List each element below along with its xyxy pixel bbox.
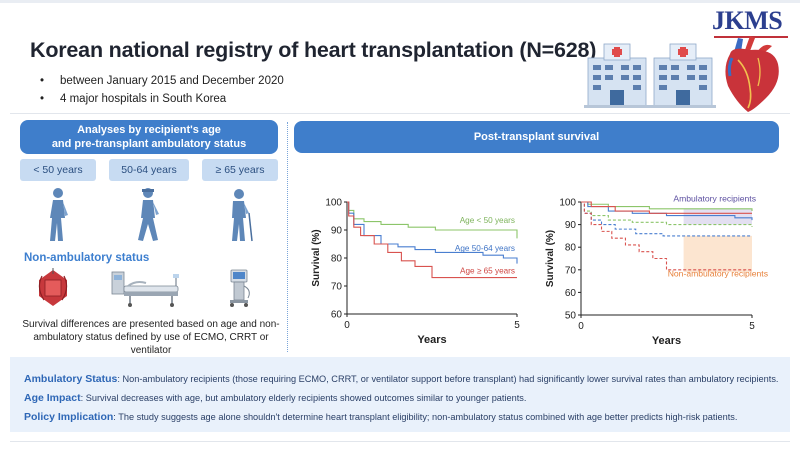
- series-label: Age 50-64 years: [455, 244, 515, 253]
- y-tick-label: 70: [565, 265, 577, 276]
- age-group-50-64: 50-64 years: [109, 159, 189, 181]
- study-bullets: between January 2015 and December 2020 4…: [40, 72, 284, 108]
- y-axis-label: Survival (%): [545, 230, 556, 287]
- x-tick-label: 0: [578, 321, 584, 332]
- chart2-series: [581, 201, 753, 271]
- survival-line: [581, 201, 752, 271]
- left-caption: Survival differences are presented based…: [22, 319, 280, 356]
- panel-divider: [287, 122, 288, 352]
- hospitals-heart-illustration: [584, 36, 779, 112]
- survival-by-age-chart: 60 70 80 90 100 0 5 Years Survival (%) Age < 50 …: [311, 198, 520, 347]
- x-tick-label: 0: [344, 320, 350, 331]
- y-tick-label: 100: [559, 198, 576, 209]
- analysis-header-line1: Analyses by recipient's age: [77, 124, 221, 136]
- non-ambulatory-title: Non-ambulatory status: [24, 252, 150, 264]
- bullet-period: between January 2015 and December 2020: [40, 72, 284, 90]
- person-walking-icon: [50, 188, 68, 241]
- bullet-hospitals: 4 major hospitals in South Korea: [40, 90, 284, 108]
- analysis-header-line2: and pre-transplant ambulatory status: [51, 138, 247, 150]
- y-tick-label: 80: [331, 254, 343, 265]
- ecmo-device-icon: [38, 268, 68, 306]
- y-tick-label: 70: [331, 282, 343, 293]
- series-label: Age < 50 years: [460, 216, 515, 225]
- chart1-labels: Age < 50 years Age 50-64 years Age ≥ 65 ye…: [455, 216, 515, 275]
- elderly-walking-icon: [232, 189, 253, 242]
- y-tick-label: 90: [565, 220, 577, 231]
- survival-line: [581, 201, 752, 214]
- summary-label: Age Impact: [24, 392, 81, 404]
- chart2-axes: 50 60 70 80 90 100 0 5 Years Survival (%): [545, 198, 755, 348]
- age-group-65-plus: ≥ 65 years: [202, 159, 278, 181]
- summary-label: Policy Implication: [24, 411, 114, 423]
- hospital-bed-icon: [111, 271, 179, 307]
- x-tick-label: 5: [514, 320, 520, 331]
- survival-by-ambulatory-chart: 50 60 70 80 90 100 0 5 Years Survival (%) Ambulat…: [545, 193, 768, 348]
- y-tick-label: 50: [565, 311, 577, 322]
- survival-line: [581, 201, 753, 227]
- top-rule: [0, 0, 800, 3]
- hospital-icon: [584, 43, 650, 108]
- summary-label: Ambulatory Status: [24, 373, 118, 385]
- chart2-ci-bands: [683, 208, 752, 273]
- logo-text: JKMS: [712, 6, 783, 35]
- y-tick-label: 90: [331, 226, 343, 237]
- chart1-axes: 60 70 80 90 100 0 5 Years Survival (%): [311, 198, 520, 347]
- summary-text: : Non-ambulatory recipients (those requi…: [117, 374, 779, 384]
- ventilator-icon: [230, 269, 250, 307]
- x-axis-label: Years: [652, 335, 681, 347]
- non-ambulatory-annotation: Non-ambulatory recipients: [668, 269, 768, 279]
- chart1-series: [347, 201, 518, 279]
- summary-panel: Ambulatory Status: Non-ambulatory recipi…: [10, 357, 790, 432]
- summary-age: Age Impact: Survival decreases with age,…: [24, 389, 790, 408]
- y-tick-label: 80: [565, 243, 577, 254]
- survival-line: [347, 201, 518, 239]
- person-walking-icon: [138, 188, 159, 241]
- series-label: Age ≥ 65 years: [460, 266, 515, 275]
- y-tick-label: 100: [325, 198, 342, 209]
- x-axis-label: Years: [417, 334, 446, 346]
- age-group-under-50: < 50 years: [20, 159, 96, 181]
- summary-policy: Policy Implication: The study suggests a…: [24, 408, 790, 427]
- y-tick-label: 60: [565, 288, 577, 299]
- page-title: Korean national registry of heart transp…: [30, 38, 597, 62]
- ambulatory-annotation: Ambulatory recipients: [673, 193, 756, 203]
- section-separator: [10, 113, 790, 114]
- summary-text: : Survival decreases with age, but ambul…: [80, 393, 527, 403]
- y-tick-label: 60: [331, 310, 343, 321]
- non-ambulatory-ci-band: [683, 235, 752, 273]
- bottom-separator: [10, 441, 790, 442]
- y-axis-label: Survival (%): [311, 229, 322, 286]
- survival-line: [347, 201, 518, 264]
- summary-text: : The study suggests age alone shouldn't…: [113, 412, 738, 422]
- survival-header: Post-transplant survival: [294, 121, 779, 153]
- chart2-labels: Ambulatory recipients Non-ambulatory reci…: [668, 193, 768, 278]
- x-tick-label: 5: [749, 321, 755, 332]
- survival-line: [347, 201, 517, 279]
- analysis-header: Analyses by recipient's age and pre-tran…: [20, 120, 278, 154]
- summary-ambulatory: Ambulatory Status: Non-ambulatory recipi…: [24, 370, 790, 389]
- heart-icon: [725, 36, 779, 112]
- ambulatory-ci-band: [683, 208, 752, 225]
- hospital-icon: [650, 43, 716, 108]
